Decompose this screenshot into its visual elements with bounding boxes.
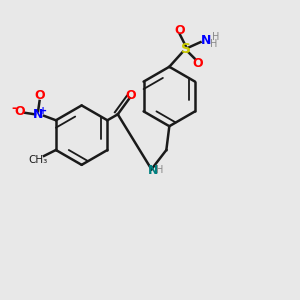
Text: O: O [192, 57, 203, 70]
Text: O: O [15, 106, 25, 118]
Text: H: H [212, 32, 219, 42]
Text: O: O [174, 24, 185, 37]
Text: H: H [156, 165, 164, 175]
Text: -: - [12, 102, 17, 115]
Text: S: S [181, 42, 191, 56]
Text: O: O [126, 88, 136, 101]
Text: CH₃: CH₃ [28, 155, 48, 165]
Text: N: N [33, 108, 43, 121]
Text: N: N [148, 164, 158, 177]
Text: H: H [210, 39, 218, 49]
Text: +: + [39, 106, 47, 116]
Text: N: N [201, 34, 212, 46]
Text: O: O [34, 89, 45, 102]
